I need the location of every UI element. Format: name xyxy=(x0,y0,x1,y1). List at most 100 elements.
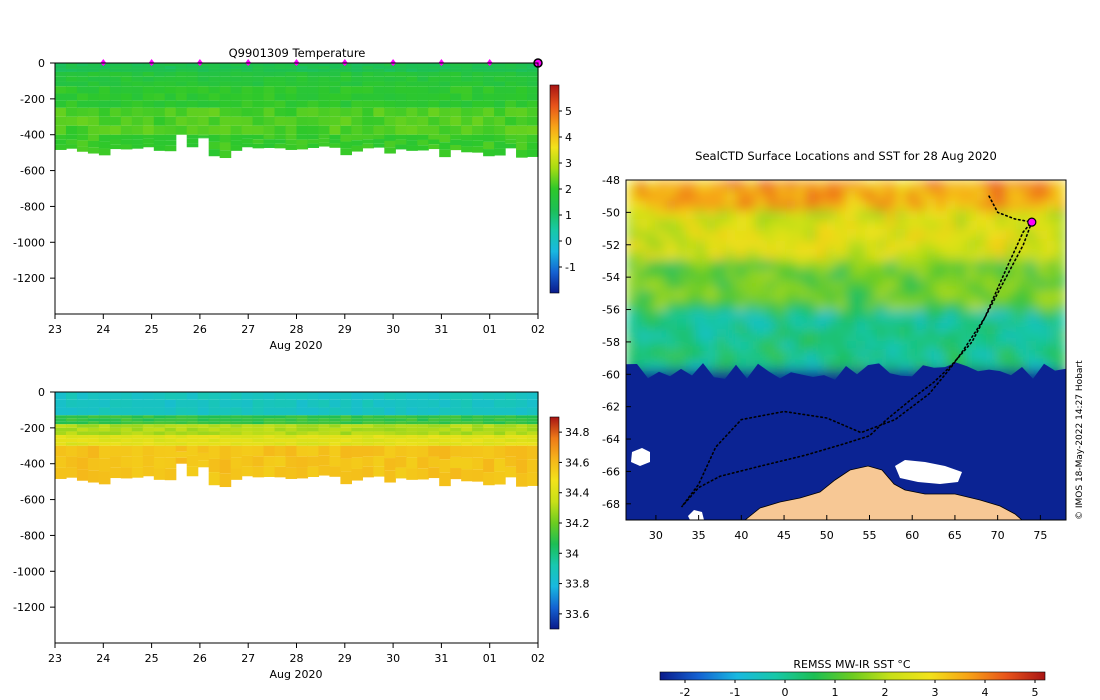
section-cell xyxy=(219,107,232,117)
section-cell xyxy=(142,93,155,101)
sst-cell xyxy=(736,350,747,361)
section-cell xyxy=(285,86,298,94)
sst-cell xyxy=(886,300,897,311)
sst-cell xyxy=(866,240,877,251)
section-cell xyxy=(263,438,276,443)
section-cell xyxy=(186,427,199,432)
section-cell xyxy=(340,399,352,408)
section-cell xyxy=(505,424,517,428)
section-cell xyxy=(98,438,111,443)
section-cell xyxy=(175,418,188,422)
sst-cell xyxy=(866,310,877,321)
sst-cell xyxy=(646,310,657,321)
section-cell xyxy=(329,431,342,436)
sst-cell xyxy=(716,190,727,201)
section-cell xyxy=(197,100,210,108)
sst-cell xyxy=(706,230,717,241)
sst-cell xyxy=(986,200,997,211)
section-cell xyxy=(483,116,495,126)
section-cell xyxy=(395,415,407,419)
section-cell xyxy=(219,150,232,159)
sst-cell xyxy=(636,210,647,221)
section-cell xyxy=(87,140,100,148)
salinity-x-axis-label: Aug 2020 xyxy=(270,668,323,681)
section-cell xyxy=(120,438,133,443)
section-cell xyxy=(164,438,177,443)
colorbar-tick-label: 34 xyxy=(565,547,579,560)
section-cell xyxy=(252,399,265,408)
sst-colorbar-tick-label: 0 xyxy=(782,686,789,699)
sst-cell xyxy=(936,260,947,271)
sst-cell xyxy=(726,350,737,361)
section-cell xyxy=(428,107,440,117)
sst-cell xyxy=(816,340,827,351)
section-cell xyxy=(461,86,473,94)
sst-cell xyxy=(846,360,857,371)
sst-cell xyxy=(826,350,837,361)
section-cell xyxy=(417,68,429,72)
sst-cell xyxy=(736,210,747,221)
section-cell xyxy=(461,81,473,87)
sst-cell xyxy=(786,320,797,331)
sst-cell xyxy=(926,250,937,261)
section-cell xyxy=(483,458,495,473)
section-cell xyxy=(494,438,506,443)
section-cell xyxy=(274,139,287,144)
sst-cell xyxy=(686,360,697,371)
sst-cell xyxy=(776,300,787,311)
section-cell xyxy=(109,399,122,408)
section-cell xyxy=(142,438,155,443)
section-cell xyxy=(87,93,100,101)
sst-cell xyxy=(756,330,767,341)
sst-cell xyxy=(816,230,827,241)
section-cell xyxy=(406,125,418,135)
sst-cell xyxy=(696,300,707,311)
section-cell xyxy=(384,399,396,408)
section-cell xyxy=(417,116,429,126)
sst-cell xyxy=(716,320,727,331)
section-cell xyxy=(153,392,166,400)
antarctic-coastline xyxy=(744,465,1023,520)
section-cell xyxy=(318,427,331,432)
sst-cell xyxy=(906,300,917,311)
sst-cell xyxy=(736,330,747,341)
sst-cell xyxy=(866,210,877,221)
section-cell xyxy=(373,125,385,135)
section-cell xyxy=(252,125,265,135)
section-cell xyxy=(263,431,276,436)
sst-cell xyxy=(786,280,797,291)
sst-cell xyxy=(1056,270,1066,281)
section-cell xyxy=(527,472,539,486)
section-cell xyxy=(263,65,276,69)
sst-cell xyxy=(1056,300,1066,311)
sst-cell xyxy=(1026,310,1037,321)
x-tick-label: 31 xyxy=(434,323,448,336)
sst-cell xyxy=(656,260,667,271)
section-cell xyxy=(65,81,78,87)
sst-cell xyxy=(646,330,657,341)
sst-colorbar-tick-label: 2 xyxy=(882,686,889,699)
sst-cell xyxy=(716,180,727,191)
sst-cell xyxy=(756,290,767,301)
sst-cell xyxy=(816,250,827,261)
sst-cell xyxy=(886,240,897,251)
sst-cell xyxy=(786,340,797,351)
section-cell xyxy=(263,442,276,446)
sst-cell xyxy=(876,200,887,211)
sst-cell xyxy=(1036,200,1047,211)
section-cell xyxy=(307,421,320,425)
section-cell xyxy=(208,63,221,66)
sst-cell xyxy=(776,190,787,201)
section-cell xyxy=(362,435,374,439)
section-cell xyxy=(164,100,177,108)
sst-cell xyxy=(706,260,717,271)
section-cell xyxy=(461,399,473,408)
sst-cell xyxy=(786,270,797,281)
section-cell xyxy=(472,65,484,69)
section-cell xyxy=(197,445,210,453)
sst-cell xyxy=(716,330,727,341)
section-cell xyxy=(142,427,155,432)
section-cell xyxy=(208,107,221,117)
section-cell xyxy=(76,438,89,443)
section-cell xyxy=(109,445,122,457)
